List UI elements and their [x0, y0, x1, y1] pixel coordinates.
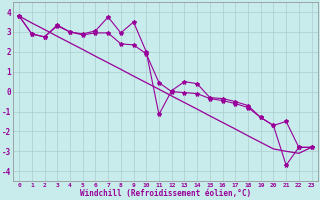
- X-axis label: Windchill (Refroidissement éolien,°C): Windchill (Refroidissement éolien,°C): [80, 189, 251, 198]
